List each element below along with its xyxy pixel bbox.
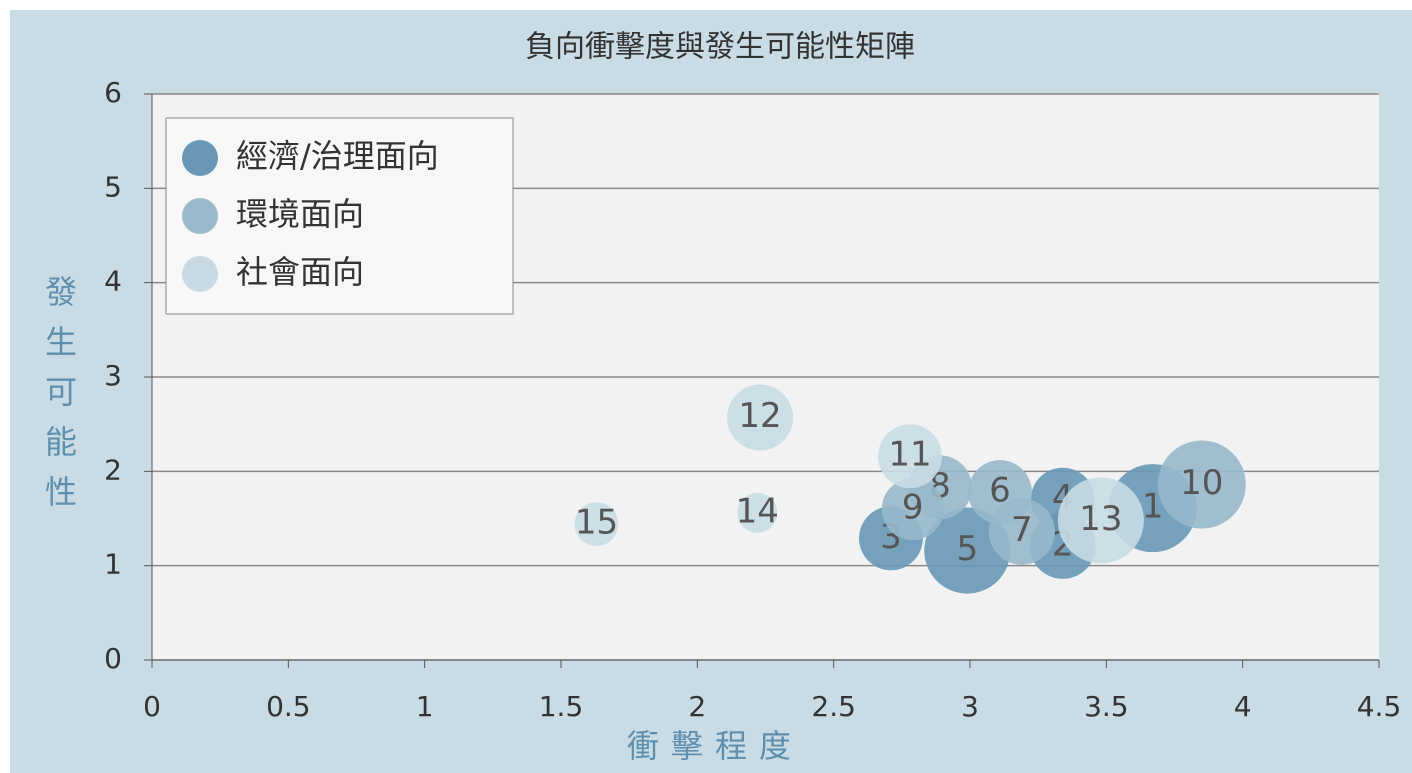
x-tick-label: 2.5: [811, 690, 856, 723]
x-tick-label: 3: [961, 690, 979, 723]
bubble: [737, 492, 778, 533]
x-axis-label: 衝擊程度: [627, 727, 803, 765]
x-tick-label: 0.5: [266, 690, 311, 723]
x-tick-label: 1.5: [539, 690, 584, 723]
legend-label: 環境面向: [236, 195, 364, 233]
bubble-label: 15: [575, 503, 618, 543]
bubble-label: 6: [989, 471, 1011, 511]
y-tick-label: 1: [104, 548, 122, 581]
y-tick-label: 0: [104, 642, 122, 675]
bubble-label: 10: [1180, 463, 1223, 503]
x-tick-label: 4.5: [1357, 690, 1402, 723]
legend-label: 社會面向: [236, 253, 364, 291]
bubble-label: 1: [1142, 487, 1164, 527]
bubble: [1157, 440, 1246, 529]
bubble-label: 11: [888, 435, 931, 475]
bubble-label: 5: [956, 529, 978, 569]
y-axis-label: 發生可能性: [40, 275, 78, 525]
legend-swatch: [182, 256, 218, 292]
x-tick-label: 4: [1234, 690, 1252, 723]
bubble: [727, 384, 794, 451]
x-tick-label: 3.5: [1084, 690, 1129, 723]
bubble: [881, 478, 944, 541]
y-tick-label: 6: [104, 76, 122, 109]
legend-box: [165, 117, 514, 315]
y-tick-label: 3: [104, 359, 122, 392]
bubble-label: 13: [1079, 499, 1122, 539]
bubble-label: 14: [736, 491, 779, 531]
x-tick-label: 0: [143, 690, 161, 723]
legend-swatch: [182, 198, 218, 234]
y-tick-label: 4: [104, 265, 122, 298]
y-tick-label: 2: [104, 453, 122, 486]
legend-label: 經濟/治理面向: [236, 137, 439, 175]
chart-title: 負向衝擊度與發生可能性矩陣: [525, 30, 915, 65]
bubble-label: 9: [902, 488, 924, 528]
bubble: [878, 424, 942, 489]
bubble: [1057, 477, 1144, 564]
x-tick-label: 1: [416, 690, 434, 723]
bubble-label: 12: [738, 396, 781, 436]
legend-swatch: [182, 140, 218, 176]
bubble: [988, 498, 1055, 565]
y-tick-label: 5: [104, 170, 122, 203]
x-tick-label: 2: [688, 690, 706, 723]
bubble: [574, 502, 619, 547]
bubble: [924, 507, 1011, 594]
bubble-label: 7: [1011, 510, 1033, 550]
